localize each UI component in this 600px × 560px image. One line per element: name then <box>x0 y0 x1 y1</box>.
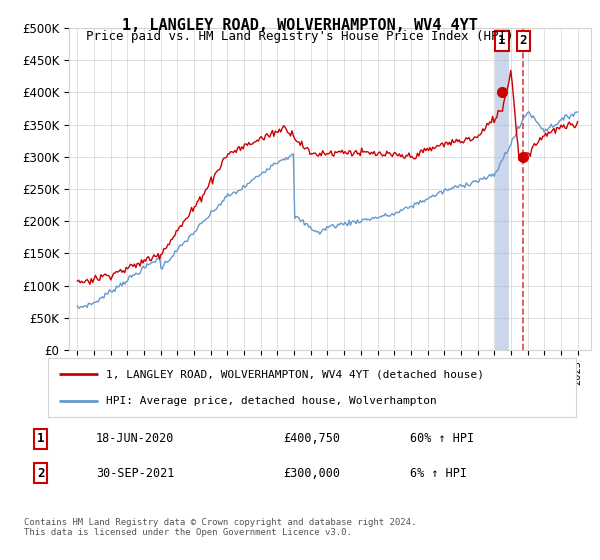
Text: 6% ↑ HPI: 6% ↑ HPI <box>410 466 467 479</box>
Text: 18-JUN-2020: 18-JUN-2020 <box>96 432 174 445</box>
Text: 1: 1 <box>37 432 44 445</box>
Text: 2: 2 <box>520 35 527 48</box>
Text: 30-SEP-2021: 30-SEP-2021 <box>96 466 174 479</box>
Text: Price paid vs. HM Land Registry's House Price Index (HPI): Price paid vs. HM Land Registry's House … <box>86 30 514 43</box>
Text: HPI: Average price, detached house, Wolverhampton: HPI: Average price, detached house, Wolv… <box>106 396 437 407</box>
Text: 2: 2 <box>37 466 44 479</box>
Text: 60% ↑ HPI: 60% ↑ HPI <box>410 432 475 445</box>
Text: 1: 1 <box>498 35 506 48</box>
Text: £400,750: £400,750 <box>283 432 340 445</box>
Text: £300,000: £300,000 <box>283 466 340 479</box>
Text: 1, LANGLEY ROAD, WOLVERHAMPTON, WV4 4YT (detached house): 1, LANGLEY ROAD, WOLVERHAMPTON, WV4 4YT … <box>106 369 484 379</box>
Text: 1, LANGLEY ROAD, WOLVERHAMPTON, WV4 4YT: 1, LANGLEY ROAD, WOLVERHAMPTON, WV4 4YT <box>122 18 478 33</box>
Text: Contains HM Land Registry data © Crown copyright and database right 2024.
This d: Contains HM Land Registry data © Crown c… <box>24 518 416 538</box>
